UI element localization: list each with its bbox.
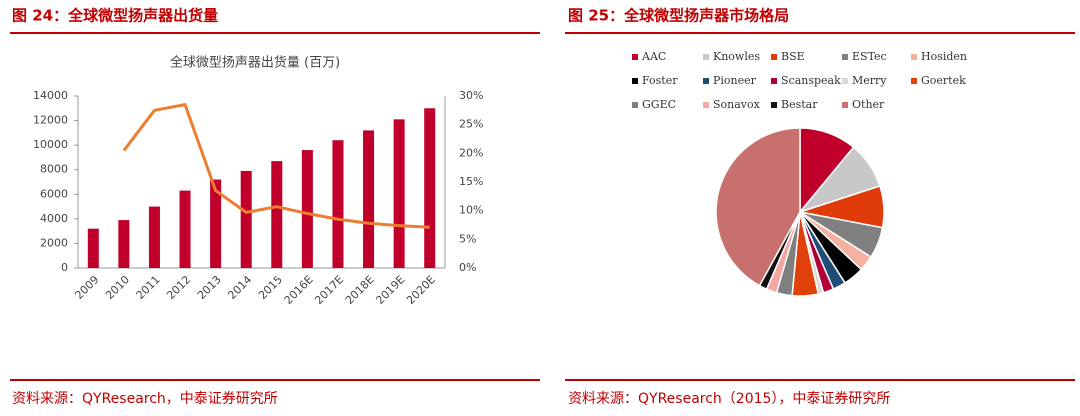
legend-label: Goertek [921, 74, 966, 87]
legend-swatch [771, 78, 777, 84]
legend-swatch [632, 102, 638, 108]
bar [148, 206, 160, 268]
bar [332, 140, 344, 268]
y-tick-label: 12000 [33, 114, 68, 127]
legend-swatch [703, 102, 709, 108]
caption: 图 25：全球微型扬声器市场格局 [568, 7, 789, 25]
legend-swatch [771, 54, 777, 60]
legend-swatch [703, 78, 709, 84]
legend-label: Pioneer [713, 74, 757, 87]
legend-label: ESTec [852, 50, 887, 63]
x-tick-label: 2017E [312, 273, 346, 307]
caption: 图 24：全球微型扬声器出货量 [12, 7, 218, 25]
legend-label: Hosiden [921, 50, 967, 63]
legend-swatch [771, 102, 777, 108]
bar [393, 119, 405, 268]
legend-label: Scanspeak [781, 74, 841, 87]
x-tick-label: 2009 [73, 273, 102, 302]
x-tick-label: 2014 [225, 273, 254, 302]
bar [363, 130, 375, 268]
y-tick-label: 14000 [33, 89, 68, 102]
source: 资料来源：QYResearch（2015），中泰证券研究所 [568, 391, 890, 407]
y2-tick-label: 20% [459, 146, 483, 159]
legend-label: Knowles [713, 50, 760, 63]
x-tick-label: 2016E [282, 273, 316, 307]
legend-label: AAC [641, 50, 666, 63]
y-tick-label: 4000 [40, 212, 68, 225]
line [122, 102, 430, 229]
legend-label: BSE [781, 50, 805, 63]
bar [179, 190, 191, 268]
y2-tick-label: 10% [459, 204, 483, 217]
x-tick-label: 2020E [404, 273, 438, 307]
x-tick-label: 2012 [164, 273, 193, 302]
x-tick-label: 2019E [373, 273, 407, 307]
x-tick-label: 2010 [103, 273, 132, 302]
bar [271, 161, 283, 268]
x-tick-label: 2013 [195, 273, 224, 302]
y2-tick-label: 30% [459, 89, 483, 102]
legend-swatch [911, 78, 917, 84]
bar [301, 150, 313, 268]
y-tick-label: 10000 [33, 138, 68, 151]
legend-label: Other [852, 98, 885, 111]
y2-tick-label: 25% [459, 118, 483, 131]
legend-swatch [842, 102, 848, 108]
bar [240, 170, 252, 268]
y-tick-label: 8000 [40, 163, 68, 176]
legend-swatch [632, 54, 638, 60]
y-tick-label: 0 [61, 261, 68, 274]
legend-label: GGEC [642, 98, 676, 111]
source: 资料来源：QYResearch，中泰证券研究所 [12, 391, 278, 407]
bar [424, 108, 436, 269]
legend-label: Foster [642, 74, 678, 87]
legend-swatch [703, 54, 709, 60]
legend-swatch [842, 78, 848, 84]
y2-tick-label: 15% [459, 175, 483, 188]
y2-tick-label: 5% [459, 232, 476, 245]
y2-tick-label: 0% [459, 261, 476, 274]
bar [210, 179, 222, 268]
legend-label: Sonavox [713, 98, 761, 111]
legend-label: Merry [852, 74, 887, 87]
legend-swatch [842, 54, 848, 60]
x-tick-label: 2011 [134, 273, 163, 302]
legend-label: Bestar [781, 98, 818, 111]
x-tick-label: 2018E [343, 273, 377, 307]
y-tick-label: 2000 [40, 236, 68, 249]
legend-swatch [911, 54, 917, 60]
bar [118, 220, 130, 268]
chart-title: 全球微型扬声器出货量 (百万) [170, 55, 340, 71]
y-tick-label: 6000 [40, 187, 68, 200]
bar [87, 228, 99, 268]
legend-swatch [632, 78, 638, 84]
pie-slice [715, 127, 801, 287]
